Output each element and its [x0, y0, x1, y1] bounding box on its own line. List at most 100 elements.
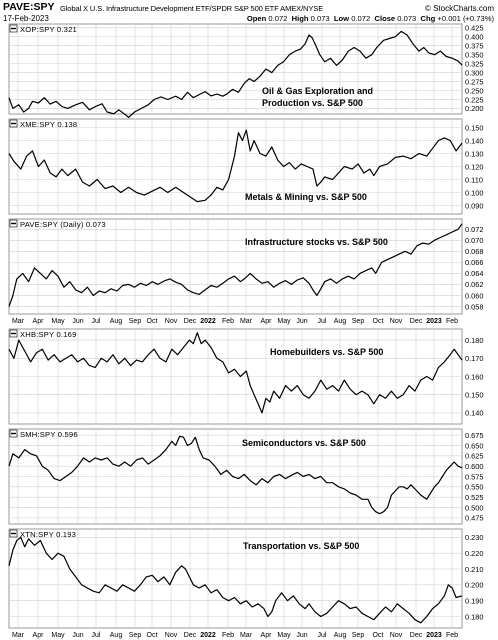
chg-value: +0.001 (+0.73%): [437, 14, 494, 23]
panel-label: XHB:SPY 0.169: [20, 330, 77, 339]
y-tick-label: 0.625: [465, 452, 484, 461]
chg-label: Chg: [420, 14, 436, 23]
y-tick-label: 0.275: [465, 77, 484, 86]
x-tick-label: Jun: [296, 318, 307, 325]
x-tick-label: 2022: [200, 632, 216, 639]
y-tick-label: 0.068: [465, 247, 484, 256]
close-value: 0.073: [397, 14, 417, 23]
y-tick-label: 0.140: [465, 136, 484, 145]
low-label: Low: [333, 14, 350, 23]
x-tick-label: Oct: [373, 632, 384, 639]
y-tick-label: 0.500: [465, 503, 484, 512]
x-tick-label: Apr: [261, 632, 273, 639]
x-tick-label: Oct: [373, 318, 384, 325]
chart-symbol: PAVE:SPY: [3, 1, 55, 13]
x-tick-label: Jul: [318, 632, 327, 639]
x-tick-label: Oct: [147, 632, 158, 639]
y-tick-label: 0.064: [465, 269, 484, 278]
y-tick-label: 0.350: [465, 50, 484, 59]
x-tick-label: Aug: [334, 632, 347, 639]
series-line: [8, 332, 463, 414]
y-tick-label: 0.130: [465, 149, 484, 158]
x-tick-label: May: [277, 318, 291, 325]
open-label: Open: [246, 14, 267, 23]
panel-2: [8, 118, 463, 215]
high-value: 0.073: [310, 14, 330, 23]
x-tick-label: Sep: [352, 632, 365, 639]
x-tick-label: 2022: [200, 318, 216, 325]
series-line: [8, 223, 463, 307]
y-tick-label: 0.375: [465, 42, 484, 51]
panel-3: [8, 218, 463, 315]
x-tick-label: Feb: [446, 632, 458, 639]
panel-5: [8, 428, 463, 525]
x-tick-label: Jul: [318, 318, 327, 325]
x-tick-label: Jun: [72, 632, 83, 639]
annotation-text: Homebuilders vs. S&P 500: [270, 347, 383, 357]
y-tick-label: 0.650: [465, 441, 484, 450]
x-tick-label: Sep: [129, 318, 142, 325]
y-tick-label: 0.060: [465, 291, 484, 300]
y-tick-label: 0.150: [465, 123, 484, 132]
x-tick-label: Apr: [33, 318, 45, 325]
y-tick-label: 0.110: [465, 175, 483, 184]
x-tick-label: Aug: [110, 318, 123, 325]
y-tick-label: 0.066: [465, 258, 484, 267]
x-tick-label: Feb: [222, 318, 234, 325]
y-tick-label: 0.220: [465, 549, 484, 558]
panel-label: XME:SPY 0.138: [20, 120, 77, 129]
y-tick-label: 0.100: [465, 188, 484, 197]
x-tick-label: Nov: [165, 632, 178, 639]
series-line: [8, 435, 463, 515]
y-tick-label: 0.200: [465, 104, 484, 113]
x-tick-label: Mar: [12, 632, 25, 639]
close-label: Close: [374, 14, 396, 23]
x-tick-label: Sep: [352, 318, 365, 325]
annotation-text: Production vs. S&P 500: [262, 98, 363, 108]
y-tick-label: 0.180: [465, 336, 484, 345]
y-tick-label: 0.058: [465, 302, 484, 311]
x-tick-label: Dec: [184, 632, 197, 639]
y-tick-label: 0.140: [465, 409, 484, 418]
annotation-text: Transportation vs. S&P 500: [243, 541, 359, 551]
x-tick-label: Mar: [12, 318, 25, 325]
x-tick-label: Dec: [184, 318, 197, 325]
high-label: High: [291, 14, 309, 23]
x-tick-label: Nov: [390, 318, 403, 325]
stockcharts-brand: © StockCharts.com: [425, 4, 494, 13]
annotation-text: Oil & Gas Exploration and: [262, 86, 373, 96]
x-tick-label: Mar: [240, 632, 253, 639]
panel-4: [8, 328, 463, 425]
y-tick-label: 0.600: [465, 462, 484, 471]
panel-6: [8, 528, 463, 629]
y-tick-label: 0.325: [465, 59, 484, 68]
x-tick-label: Dec: [410, 318, 423, 325]
y-tick-label: 0.550: [465, 483, 484, 492]
y-tick-label: 0.070: [465, 236, 484, 245]
panel-1: [8, 23, 463, 118]
series-line: [8, 536, 463, 624]
brand-text: © StockCharts.com: [424, 4, 494, 13]
y-tick-label: 0.190: [465, 596, 484, 605]
panel-label: PAVE:SPY (Daily) 0.073: [20, 220, 106, 229]
x-tick-label: Nov: [390, 632, 403, 639]
x-tick-label: Apr: [261, 318, 273, 325]
annotation-text: Metals & Mining vs. S&P 500: [245, 192, 367, 202]
x-tick-label: 2023: [426, 318, 442, 325]
x-tick-label: Oct: [147, 318, 158, 325]
y-tick-label: 0.475: [465, 514, 484, 523]
y-tick-label: 0.180: [465, 612, 484, 621]
y-tick-label: 0.300: [465, 68, 484, 77]
x-tick-label: May: [51, 632, 65, 639]
panel-label: XOP:SPY 0.321: [20, 25, 77, 34]
x-tick-label: Apr: [33, 632, 45, 639]
y-tick-label: 0.575: [465, 472, 484, 481]
x-tick-label: Jul: [92, 318, 101, 325]
y-tick-label: 0.062: [465, 280, 484, 289]
open-value: 0.072: [268, 14, 288, 23]
y-tick-label: 0.072: [465, 225, 484, 234]
annotation-text: Infrastructure stocks vs. S&P 500: [245, 237, 388, 247]
y-tick-label: 0.425: [465, 24, 484, 33]
